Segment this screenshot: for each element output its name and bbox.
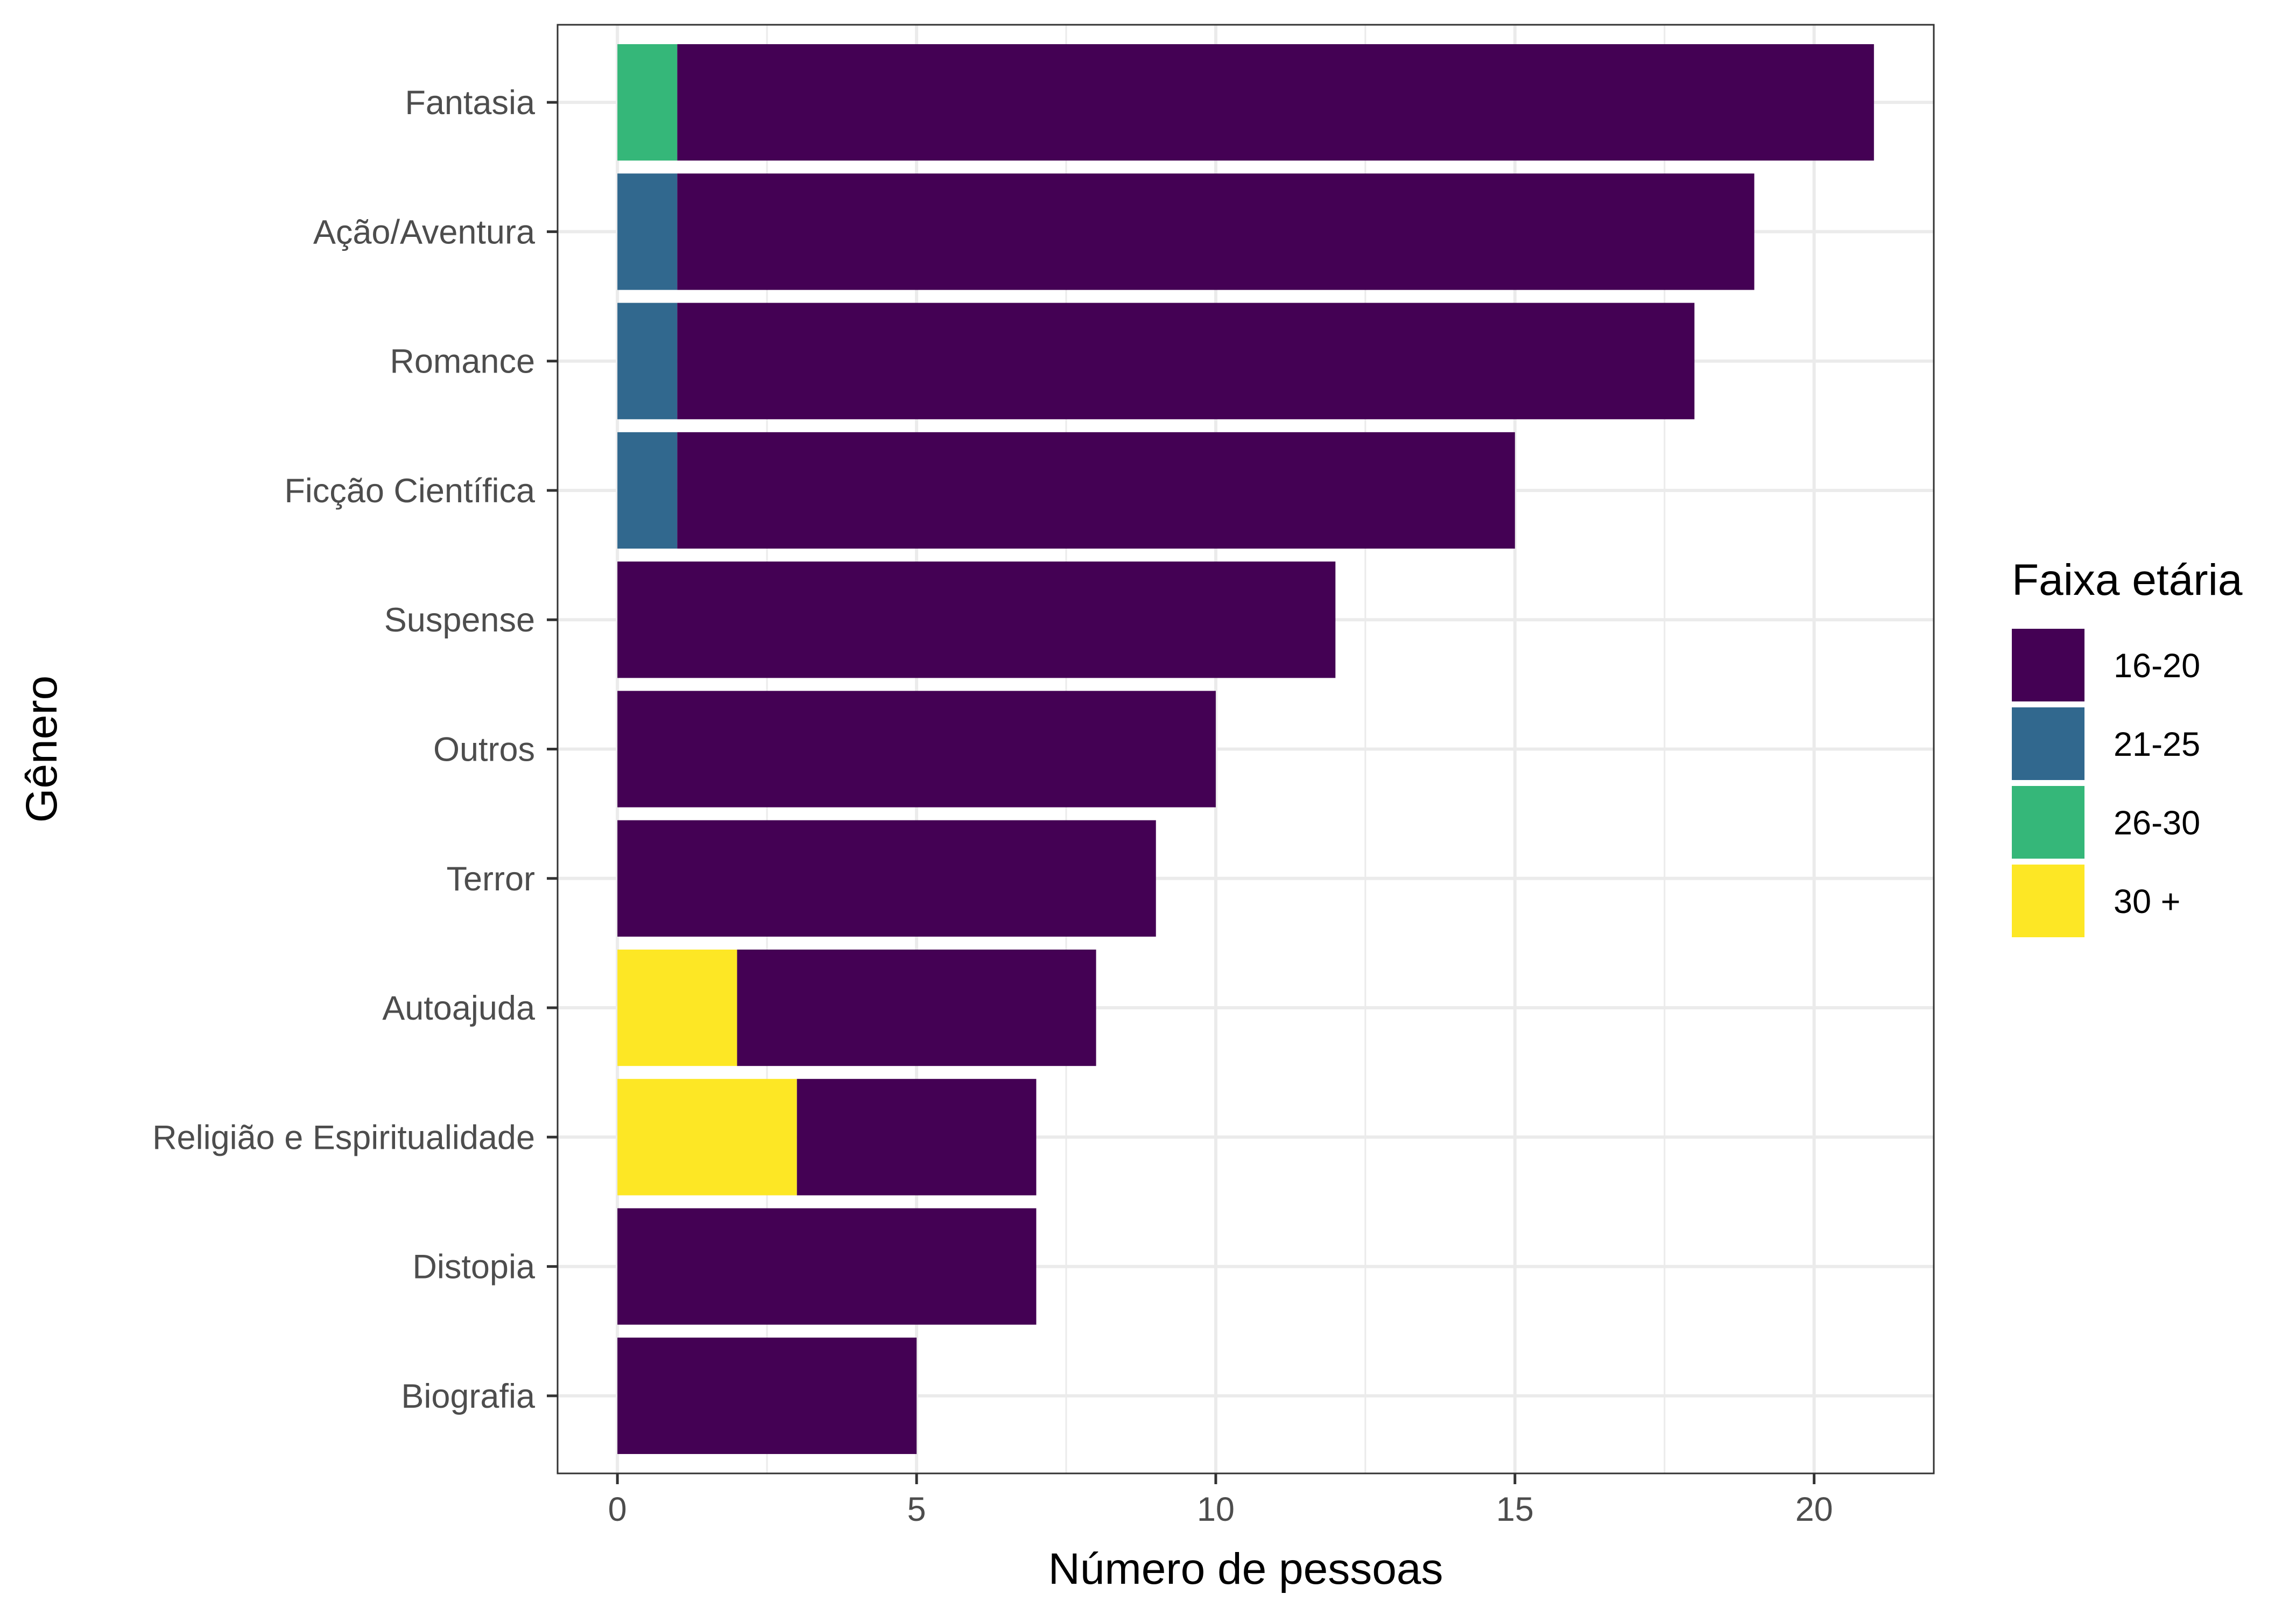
- bar-segment: [617, 691, 1216, 807]
- legend-swatch: [2012, 786, 2084, 859]
- bar-segment: [737, 949, 1096, 1066]
- bar-segment: [617, 1208, 1037, 1325]
- legend-title: Faixa etária: [2012, 556, 2243, 605]
- legend-label: 30 +: [2114, 883, 2180, 921]
- legend-label: 26-30: [2114, 804, 2200, 842]
- bar-segment: [617, 303, 678, 419]
- y-tick-label: Romance: [390, 343, 535, 381]
- legend: Faixa etária 16-20 21-25 26-30 30 +: [2012, 556, 2243, 937]
- bar-segment: [617, 432, 678, 549]
- bar-segment: [617, 949, 737, 1066]
- x-axis-title: Número de pessoas: [1048, 1544, 1443, 1593]
- x-tick-label: 15: [1496, 1491, 1534, 1528]
- x-tick-label: 5: [907, 1491, 926, 1528]
- bar-segment: [797, 1079, 1037, 1196]
- y-tick-label: Biografia: [401, 1378, 536, 1415]
- bar-segment: [617, 173, 678, 290]
- bar-segment: [677, 44, 1874, 161]
- bar-segment: [617, 1337, 917, 1454]
- y-tick-label: Ação/Aventura: [313, 213, 536, 251]
- y-tick-label: Religião e Espiritualidade: [152, 1119, 535, 1156]
- x-axis: 0 5 10 15 20: [608, 1473, 1833, 1528]
- legend-label: 16-20: [2114, 647, 2200, 685]
- legend-items: 16-20 21-25 26-30 30 +: [2012, 629, 2200, 937]
- bar-segment: [617, 820, 1156, 937]
- legend-swatch: [2012, 707, 2084, 780]
- y-tick-label: Ficção Científica: [284, 472, 536, 510]
- legend-swatch: [2012, 865, 2084, 937]
- bar-segment: [677, 303, 1695, 419]
- y-axis: Fantasia Ação/Aventura Romance Ficção Cient…: [152, 84, 558, 1415]
- legend-label: 21-25: [2114, 726, 2200, 763]
- y-tick-label: Distopia: [412, 1248, 536, 1286]
- bar-segment: [677, 432, 1515, 549]
- y-tick-label: Autoajuda: [382, 989, 536, 1027]
- y-axis-title: Gênero: [17, 676, 66, 823]
- y-tick-label: Fantasia: [405, 84, 536, 122]
- bar-segment: [617, 1079, 797, 1196]
- y-tick-label: Outros: [433, 731, 535, 769]
- y-tick-label: Terror: [446, 860, 535, 898]
- x-tick-label: 0: [608, 1491, 627, 1528]
- bar-segment: [617, 44, 678, 161]
- bar-segment: [617, 561, 1336, 678]
- y-tick-label: Suspense: [384, 601, 535, 639]
- bar-segment: [677, 173, 1755, 290]
- x-tick-label: 20: [1795, 1491, 1833, 1528]
- legend-swatch: [2012, 629, 2084, 701]
- x-tick-label: 10: [1197, 1491, 1235, 1528]
- bar-stacks: [617, 44, 1874, 1454]
